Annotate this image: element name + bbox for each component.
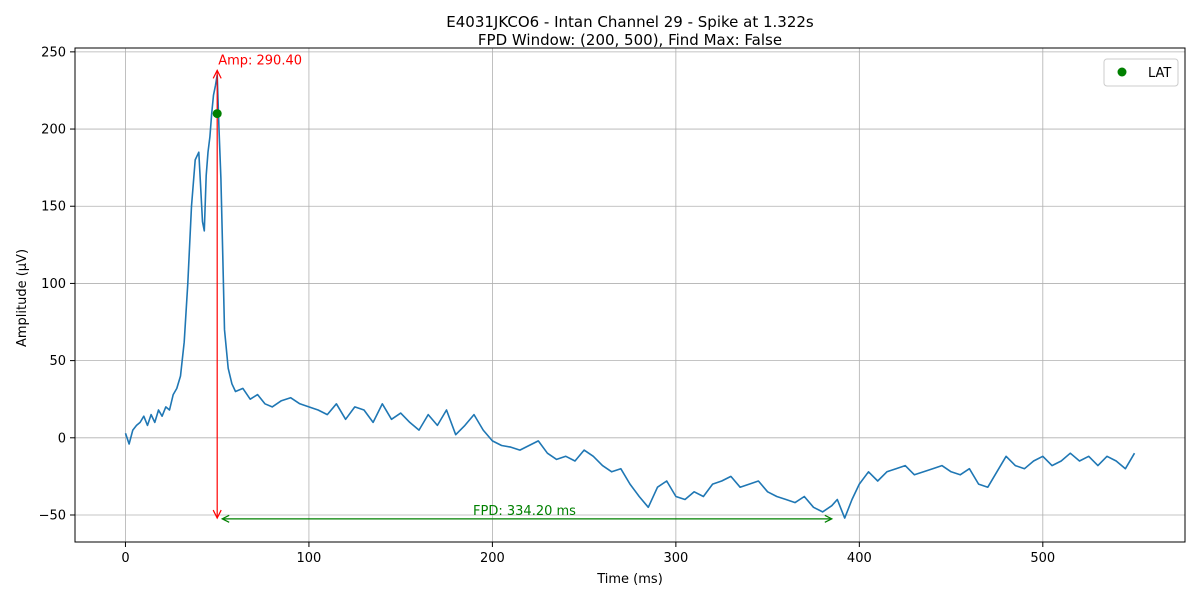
y-tick-label: 100 — [41, 277, 66, 292]
legend: LAT — [1103, 58, 1179, 87]
amplitude-arrowhead-top — [212, 69, 222, 79]
legend-marker-lat — [1117, 67, 1127, 77]
x-tick-label: 0 — [121, 551, 129, 566]
amplitude-annotation: Amp: 290.40 — [212, 53, 302, 520]
amplitude-arrowhead-bottom — [212, 509, 222, 520]
legend-label-lat: LAT — [1148, 66, 1171, 81]
x-tick-label: 500 — [1030, 551, 1055, 566]
y-tick-label: 150 — [41, 200, 66, 215]
legend-box — [1103, 58, 1179, 87]
signal-line — [124, 74, 1136, 519]
x-axis-ticks: 0 100 200 300 400 500 — [121, 542, 1055, 566]
y-axis-ticks: −50 0 50 100 150 200 250 — [39, 45, 75, 523]
y-tick-label: −50 — [39, 508, 66, 523]
fpd-annotation: FPD: 334.20 ms — [220, 504, 834, 523]
x-tick-label: 300 — [663, 551, 688, 566]
y-tick-label: 200 — [41, 123, 66, 138]
y-tick-label: 0 — [58, 431, 66, 446]
plot-frame — [74, 47, 1186, 543]
fpd-arrowhead-right — [824, 514, 834, 523]
x-tick-label: 100 — [297, 551, 322, 566]
x-axis-label: Time (ms) — [596, 572, 663, 587]
x-tick-label: 400 — [847, 551, 872, 566]
amplitude-label: Amp: 290.40 — [218, 53, 302, 68]
y-axis-label: Amplitude (µV) — [15, 249, 30, 347]
y-tick-label: 50 — [49, 354, 66, 369]
grid-lines — [75, 48, 1185, 542]
chart-title: E4031JKCO6 - Intan Channel 29 - Spike at… — [446, 13, 814, 31]
x-tick-label: 200 — [480, 551, 505, 566]
lat-marker — [212, 109, 222, 119]
chart-subtitle: FPD Window: (200, 500), Find Max: False — [478, 31, 782, 49]
y-tick-label: 250 — [41, 45, 66, 60]
fpd-label: FPD: 334.20 ms — [473, 504, 576, 519]
fpd-arrowhead-left — [220, 514, 230, 523]
